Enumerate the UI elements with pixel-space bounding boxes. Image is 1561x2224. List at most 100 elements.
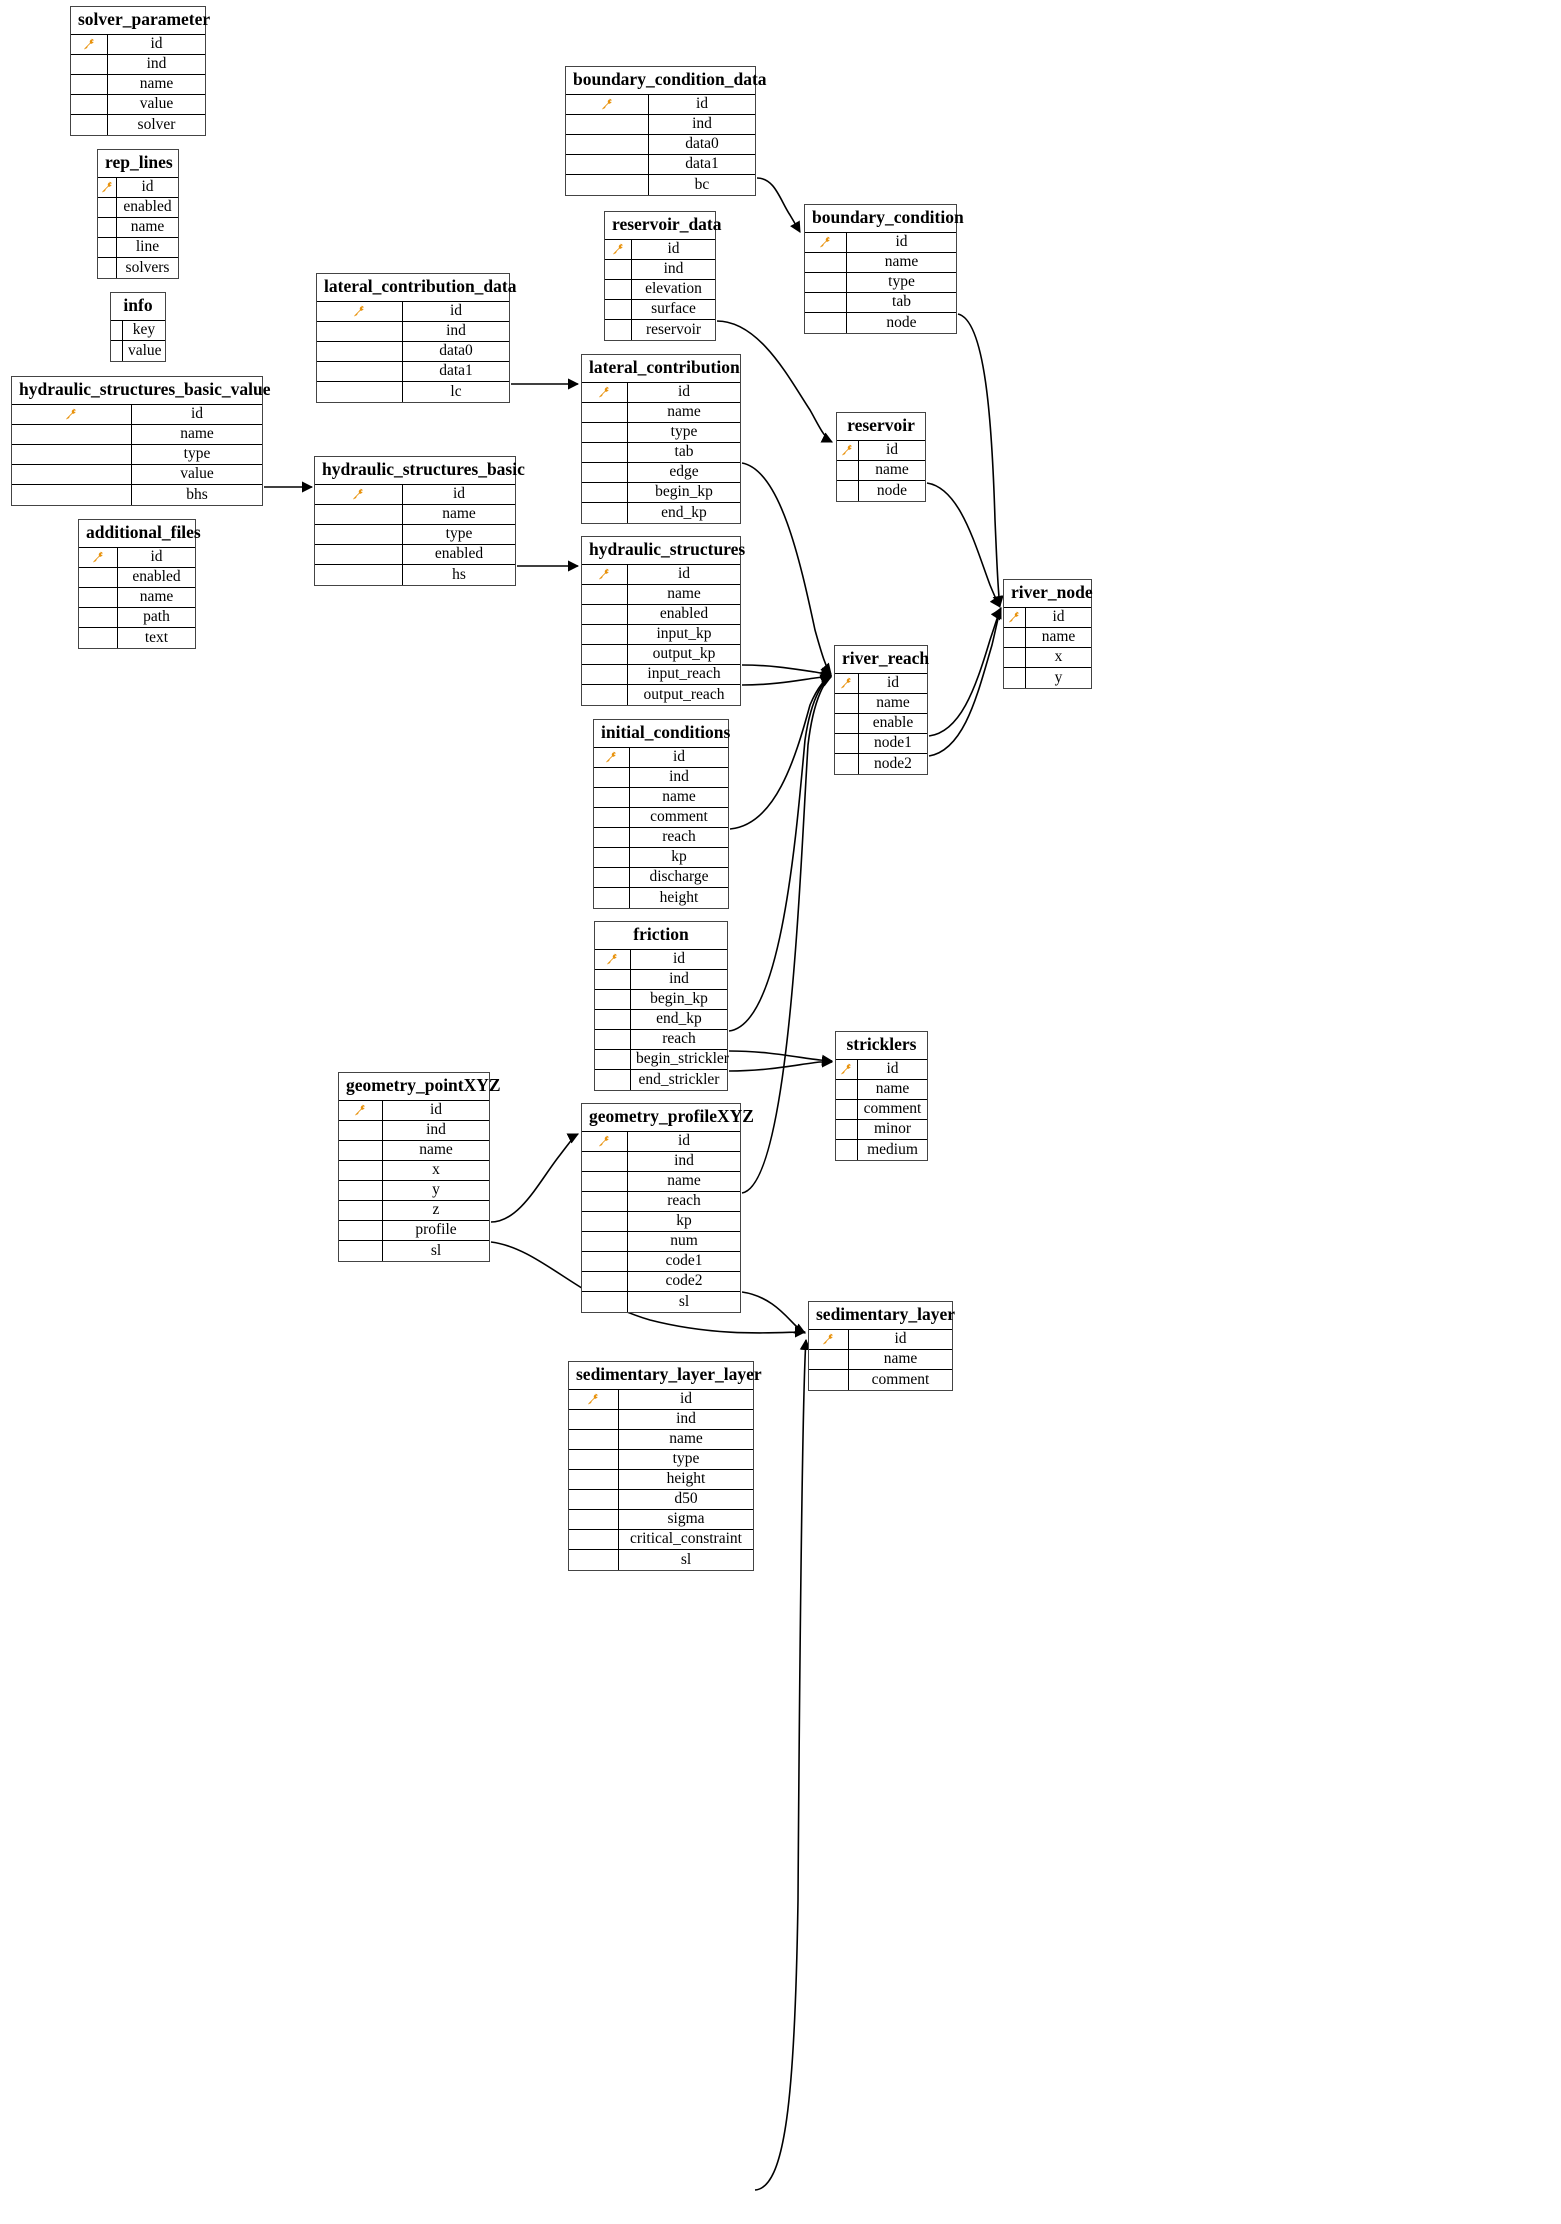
column-row[interactable]: comment: [594, 807, 728, 828]
column-row[interactable]: name: [569, 1429, 753, 1450]
column-row[interactable]: profile: [339, 1220, 489, 1241]
column-row[interactable]: input_reach: [582, 664, 740, 685]
column-row[interactable]: height: [569, 1469, 753, 1490]
column-row[interactable]: code2: [582, 1271, 740, 1292]
column-row[interactable]: enabled: [98, 197, 178, 218]
entity-geometry_pointXYZ[interactable]: geometry_pointXYZ id ind name x y z profile sl: [338, 1072, 501, 1262]
column-row[interactable]: x: [1004, 647, 1091, 668]
column-row[interactable]: id: [315, 484, 515, 505]
column-row[interactable]: name: [837, 460, 925, 481]
column-row[interactable]: solver: [71, 114, 205, 135]
column-row[interactable]: elevation: [605, 279, 715, 300]
column-row[interactable]: ind: [605, 259, 715, 280]
column-row[interactable]: type: [12, 444, 262, 465]
column-row[interactable]: key: [111, 320, 165, 341]
column-row[interactable]: y: [339, 1180, 489, 1201]
column-row[interactable]: hs: [315, 564, 515, 585]
column-row[interactable]: id: [835, 673, 927, 694]
column-row[interactable]: critical_constraint: [569, 1529, 753, 1550]
column-row[interactable]: type: [315, 524, 515, 545]
column-row[interactable]: solvers: [98, 257, 178, 278]
column-row[interactable]: lc: [317, 381, 509, 402]
column-row[interactable]: value: [111, 340, 165, 361]
entity-stricklers[interactable]: stricklers id name comment minor medium: [835, 1031, 928, 1161]
column-row[interactable]: type: [582, 422, 740, 443]
column-row[interactable]: z: [339, 1200, 489, 1221]
entity-river_reach[interactable]: river_reach id name enable node1 node2: [834, 645, 929, 775]
column-row[interactable]: value: [12, 464, 262, 485]
column-row[interactable]: begin_strickler: [595, 1049, 729, 1070]
column-row[interactable]: text: [79, 627, 195, 648]
column-row[interactable]: name: [809, 1349, 952, 1370]
entity-additional_files[interactable]: additional_files id enabled name path text: [78, 519, 201, 649]
column-row[interactable]: minor: [836, 1119, 927, 1140]
column-row[interactable]: ind: [566, 114, 755, 135]
entity-solver_parameter[interactable]: solver_parameter id ind name value solver: [70, 6, 210, 136]
column-row[interactable]: data1: [317, 361, 509, 382]
entity-reservoir[interactable]: reservoir id name node: [836, 412, 926, 502]
entity-hydraulic_structures_basic[interactable]: hydraulic_structures_basic id name type enab…: [314, 456, 525, 586]
column-row[interactable]: end_kp: [595, 1009, 727, 1030]
column-row[interactable]: node: [805, 312, 956, 333]
column-row[interactable]: name: [315, 504, 515, 525]
column-row[interactable]: reach: [594, 827, 728, 848]
column-row[interactable]: ind: [317, 321, 509, 342]
column-row[interactable]: id: [595, 949, 727, 970]
entity-sedimentary_layer[interactable]: sedimentary_layer id name comment: [808, 1301, 955, 1391]
column-row[interactable]: name: [339, 1140, 489, 1161]
column-row[interactable]: id: [837, 440, 925, 461]
column-row[interactable]: line: [98, 237, 178, 258]
column-row[interactable]: name: [582, 1171, 740, 1192]
column-row[interactable]: reach: [582, 1191, 740, 1212]
column-row[interactable]: data0: [317, 341, 509, 362]
column-row[interactable]: value: [71, 94, 205, 115]
column-row[interactable]: kp: [582, 1211, 740, 1232]
column-row[interactable]: ind: [595, 969, 727, 990]
column-row[interactable]: end_strickler: [595, 1069, 727, 1090]
entity-lateral_contribution[interactable]: lateral_contribution id name type tab edge beg…: [581, 354, 741, 524]
entity-friction[interactable]: friction id ind begin_kp end_kp reach begin_st…: [594, 921, 729, 1091]
column-row[interactable]: sl: [569, 1549, 753, 1570]
column-row[interactable]: id: [1004, 607, 1091, 628]
column-row[interactable]: reservoir: [605, 319, 715, 340]
entity-initial_conditions[interactable]: initial_conditions id ind name comment reach k…: [593, 719, 730, 909]
column-row[interactable]: id: [98, 177, 178, 198]
column-row[interactable]: name: [71, 74, 205, 95]
column-row[interactable]: begin_kp: [582, 482, 740, 503]
column-row[interactable]: kp: [594, 847, 728, 868]
column-row[interactable]: type: [805, 272, 956, 293]
column-row[interactable]: name: [582, 402, 740, 423]
column-row[interactable]: enabled: [315, 544, 515, 565]
column-row[interactable]: id: [809, 1329, 952, 1350]
column-row[interactable]: name: [805, 252, 956, 273]
column-row[interactable]: d50: [569, 1489, 753, 1510]
column-row[interactable]: sl: [582, 1291, 740, 1312]
column-row[interactable]: enabled: [582, 604, 740, 625]
column-row[interactable]: surface: [605, 299, 715, 320]
column-row[interactable]: data1: [566, 154, 755, 175]
column-row[interactable]: edge: [582, 462, 740, 483]
column-row[interactable]: name: [836, 1079, 927, 1100]
column-row[interactable]: height: [594, 887, 728, 908]
entity-river_node[interactable]: river_node id name x y: [1003, 579, 1093, 689]
column-row[interactable]: node: [837, 480, 925, 501]
column-row[interactable]: ind: [71, 54, 205, 75]
column-row[interactable]: name: [12, 424, 262, 445]
entity-sedimentary_layer_layer[interactable]: sedimentary_layer_layer id ind name type heig…: [568, 1361, 762, 1571]
column-row[interactable]: input_kp: [582, 624, 740, 645]
entity-boundary_condition[interactable]: boundary_condition id name type tab node: [804, 204, 964, 334]
column-row[interactable]: type: [569, 1449, 753, 1470]
column-row[interactable]: data0: [566, 134, 755, 155]
column-row[interactable]: medium: [836, 1139, 927, 1160]
entity-hydraulic_structures[interactable]: hydraulic_structures id name enabled input_k…: [581, 536, 745, 706]
column-row[interactable]: ind: [339, 1120, 489, 1141]
column-row[interactable]: name: [98, 217, 178, 238]
column-row[interactable]: ind: [594, 767, 728, 788]
column-row[interactable]: comment: [836, 1099, 927, 1120]
entity-geometry_profileXYZ[interactable]: geometry_profileXYZ id ind name reach kp num co…: [581, 1103, 754, 1313]
column-row[interactable]: tab: [582, 442, 740, 463]
column-row[interactable]: node2: [835, 753, 927, 774]
column-row[interactable]: sl: [339, 1240, 489, 1261]
column-row[interactable]: name: [79, 587, 195, 608]
column-row[interactable]: id: [317, 301, 509, 322]
